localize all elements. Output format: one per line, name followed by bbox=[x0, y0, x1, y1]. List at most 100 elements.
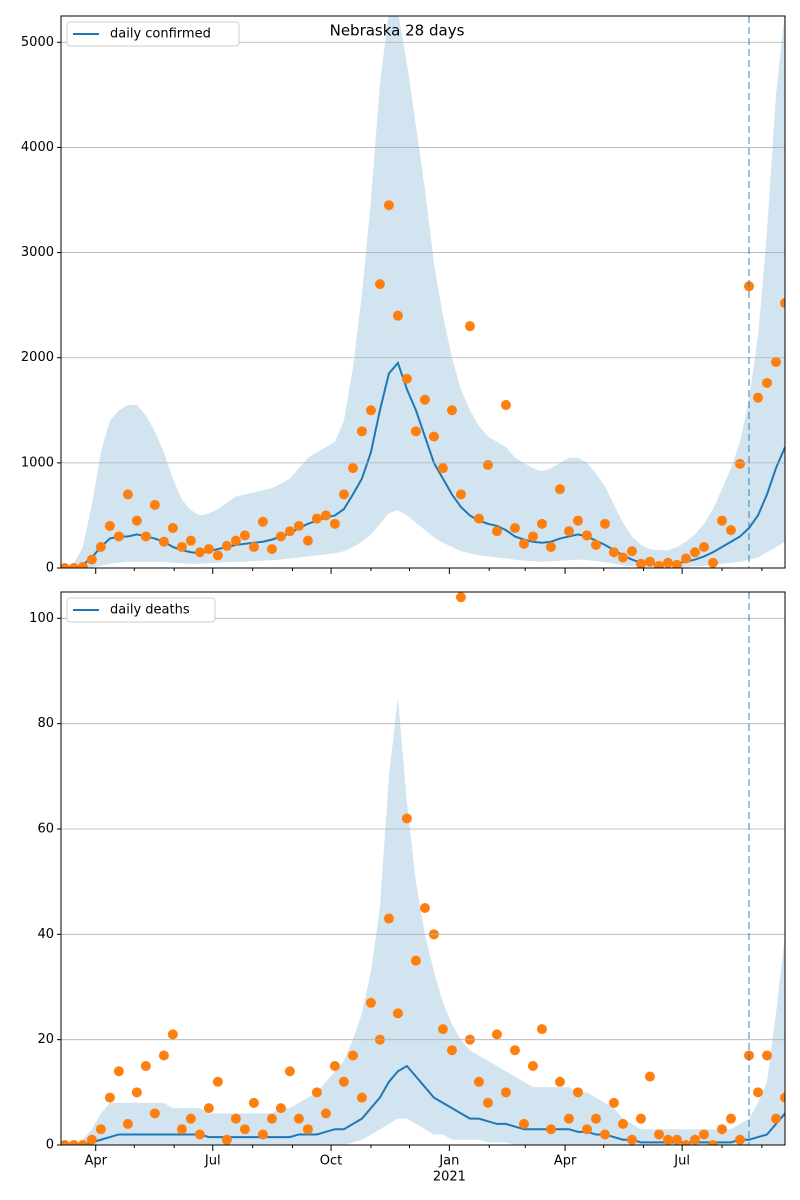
observed-point bbox=[185, 535, 196, 546]
observed-point bbox=[716, 1124, 727, 1135]
observed-point bbox=[167, 523, 178, 534]
observed-point bbox=[518, 538, 529, 549]
observed-point bbox=[311, 513, 322, 524]
observed-point bbox=[734, 1134, 745, 1145]
observed-point bbox=[68, 1140, 79, 1145]
observed-point bbox=[140, 1061, 151, 1071]
observed-point bbox=[707, 557, 718, 568]
legend: daily confirmed bbox=[66, 21, 240, 47]
observed-point bbox=[581, 1124, 592, 1135]
observed-point bbox=[365, 405, 376, 416]
observed-point bbox=[581, 530, 592, 541]
observed-point bbox=[140, 531, 151, 542]
observed-point bbox=[95, 541, 106, 552]
observed-point bbox=[545, 1124, 556, 1135]
observed-point bbox=[419, 903, 430, 913]
observed-point bbox=[734, 458, 745, 469]
observed-point bbox=[491, 1029, 502, 1040]
observed-point bbox=[626, 1134, 637, 1145]
observed-point bbox=[707, 1140, 718, 1145]
observed-point bbox=[536, 1024, 547, 1035]
observed-point bbox=[122, 1118, 133, 1129]
observed-point bbox=[374, 279, 385, 290]
observed-point bbox=[356, 1092, 367, 1103]
observed-point bbox=[347, 463, 358, 474]
observed-point bbox=[131, 1087, 142, 1098]
observed-point bbox=[257, 1129, 268, 1140]
axes-frame bbox=[60, 591, 786, 1146]
observed-point bbox=[86, 554, 97, 565]
observed-point bbox=[680, 1140, 691, 1145]
observed-point bbox=[275, 531, 286, 542]
observed-point bbox=[437, 1024, 448, 1035]
observed-point bbox=[617, 552, 628, 563]
observed-point bbox=[257, 516, 268, 527]
observed-point bbox=[644, 1071, 655, 1082]
observed-point bbox=[770, 1113, 781, 1124]
observed-point bbox=[509, 1045, 520, 1056]
y-tick-label: 3000 bbox=[21, 245, 54, 260]
observed-point bbox=[401, 373, 412, 384]
observed-point bbox=[446, 405, 457, 416]
legend-box bbox=[66, 21, 240, 47]
observed-point bbox=[780, 298, 785, 309]
uncertainty-band bbox=[64, 697, 785, 1145]
observed-point bbox=[149, 1108, 160, 1119]
observed-point bbox=[554, 1076, 565, 1087]
y-tick-label: 2000 bbox=[21, 350, 54, 365]
observed-point bbox=[428, 431, 439, 442]
uncertainty-band bbox=[64, 16, 785, 568]
y-tick-label: 4000 bbox=[21, 140, 54, 155]
observed-point bbox=[653, 560, 664, 568]
observed-point bbox=[491, 526, 502, 537]
observed-point bbox=[266, 1113, 277, 1124]
observed-point bbox=[239, 530, 250, 541]
observed-point bbox=[293, 1113, 304, 1124]
observed-point bbox=[527, 531, 538, 542]
chart-title: Nebraska 28 days bbox=[330, 22, 465, 40]
observed-point bbox=[401, 813, 412, 824]
y-tick-label: 0 bbox=[46, 1138, 54, 1153]
observed-point bbox=[725, 1113, 736, 1124]
observed-point bbox=[626, 546, 637, 557]
observed-point bbox=[77, 561, 88, 568]
y-tick-label: 60 bbox=[37, 822, 54, 837]
observed-point bbox=[122, 489, 133, 500]
observed-point bbox=[698, 541, 709, 552]
observed-point bbox=[158, 536, 169, 547]
observed-point bbox=[725, 525, 736, 536]
legend: daily deaths bbox=[66, 597, 216, 623]
x-tick-label: Oct bbox=[320, 1154, 342, 1169]
observed-point bbox=[572, 515, 583, 526]
observed-point bbox=[176, 1124, 187, 1135]
observed-point bbox=[284, 526, 295, 537]
observed-point bbox=[158, 1050, 169, 1061]
observed-point bbox=[104, 520, 115, 531]
observed-point bbox=[248, 1097, 259, 1108]
observed-point bbox=[662, 1134, 673, 1145]
observed-point bbox=[662, 557, 673, 568]
observed-point bbox=[617, 1118, 628, 1129]
observed-point bbox=[689, 1134, 700, 1145]
observed-point bbox=[230, 1113, 241, 1124]
x-tick-label: Jul bbox=[204, 1154, 221, 1169]
observed-point bbox=[113, 1066, 124, 1077]
observed-point bbox=[239, 1124, 250, 1135]
observed-point bbox=[482, 459, 493, 470]
x-tick-label: Jul bbox=[673, 1154, 690, 1169]
x-tick-label: Apr bbox=[84, 1154, 107, 1169]
observed-point bbox=[311, 1087, 322, 1098]
observed-point bbox=[608, 547, 619, 558]
observed-point bbox=[212, 1076, 223, 1087]
observed-point bbox=[770, 356, 781, 367]
observed-point bbox=[464, 321, 475, 332]
observed-point bbox=[194, 547, 205, 558]
observed-point bbox=[86, 1134, 97, 1145]
observed-point bbox=[365, 997, 376, 1008]
y-tick-label: 40 bbox=[37, 927, 54, 942]
observed-point bbox=[455, 489, 466, 500]
observed-point bbox=[644, 556, 655, 567]
observed-point bbox=[203, 544, 214, 555]
observed-point bbox=[518, 1118, 529, 1129]
